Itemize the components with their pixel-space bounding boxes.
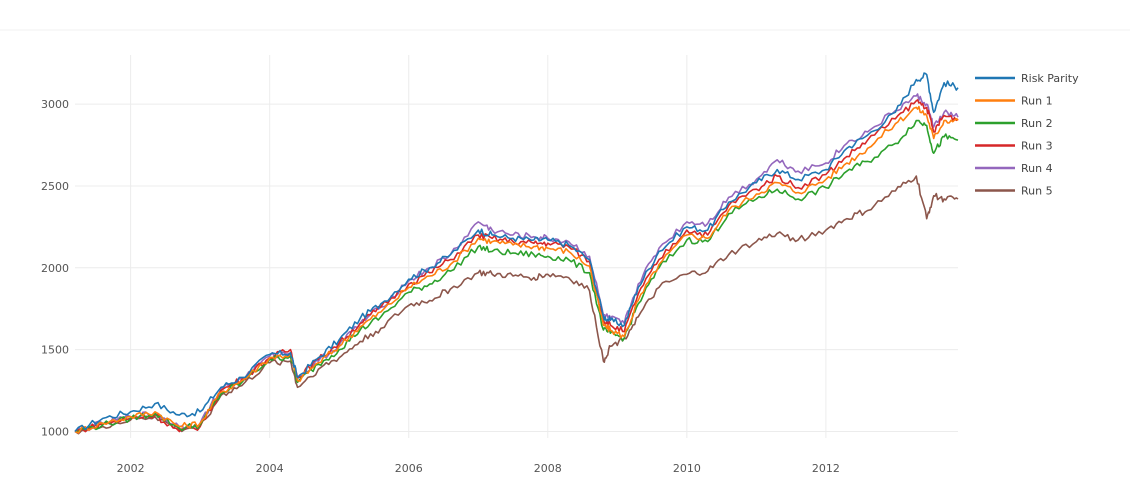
legend-label: Risk Parity	[1021, 72, 1079, 85]
y-tick-label: 3000	[41, 98, 69, 111]
legend-label: Run 4	[1021, 162, 1053, 175]
x-tick-label: 2010	[673, 462, 701, 475]
legend-item[interactable]: Run 4	[975, 162, 1053, 175]
legend-item[interactable]: Run 3	[975, 140, 1053, 153]
x-tick-label: 2004	[256, 462, 284, 475]
axes: 1000 1500 2000 2500 3000 2002 2004 2006 2008 2010…	[41, 98, 840, 475]
legend-item[interactable]: Run 1	[975, 95, 1053, 108]
series-line-run-1	[74, 105, 959, 434]
legend-item[interactable]: Run 2	[975, 117, 1053, 130]
legend[interactable]: Risk Parity Run 1 Run 2 Run 3 Run 4 Run 5	[975, 72, 1079, 198]
x-tick-label: 2006	[395, 462, 423, 475]
x-tick-label: 2012	[812, 462, 840, 475]
series-lines	[74, 72, 959, 435]
legend-label: Run 1	[1021, 95, 1053, 108]
legend-label: Run 5	[1021, 185, 1053, 198]
legend-item[interactable]: Run 5	[975, 185, 1053, 198]
legend-item[interactable]: Risk Parity	[975, 72, 1079, 85]
y-tick-label: 1000	[41, 425, 69, 438]
series-line-run-5	[74, 175, 959, 435]
y-tick-label: 2500	[41, 180, 69, 193]
x-tick-label: 2002	[117, 462, 145, 475]
series-line-risk-parity	[74, 72, 959, 433]
legend-label: Run 2	[1021, 117, 1053, 130]
x-tick-label: 2008	[534, 462, 562, 475]
legend-label: Run 3	[1021, 140, 1053, 153]
y-tick-label: 1500	[41, 344, 69, 357]
grid	[75, 55, 958, 438]
y-tick-label: 2000	[41, 262, 69, 275]
